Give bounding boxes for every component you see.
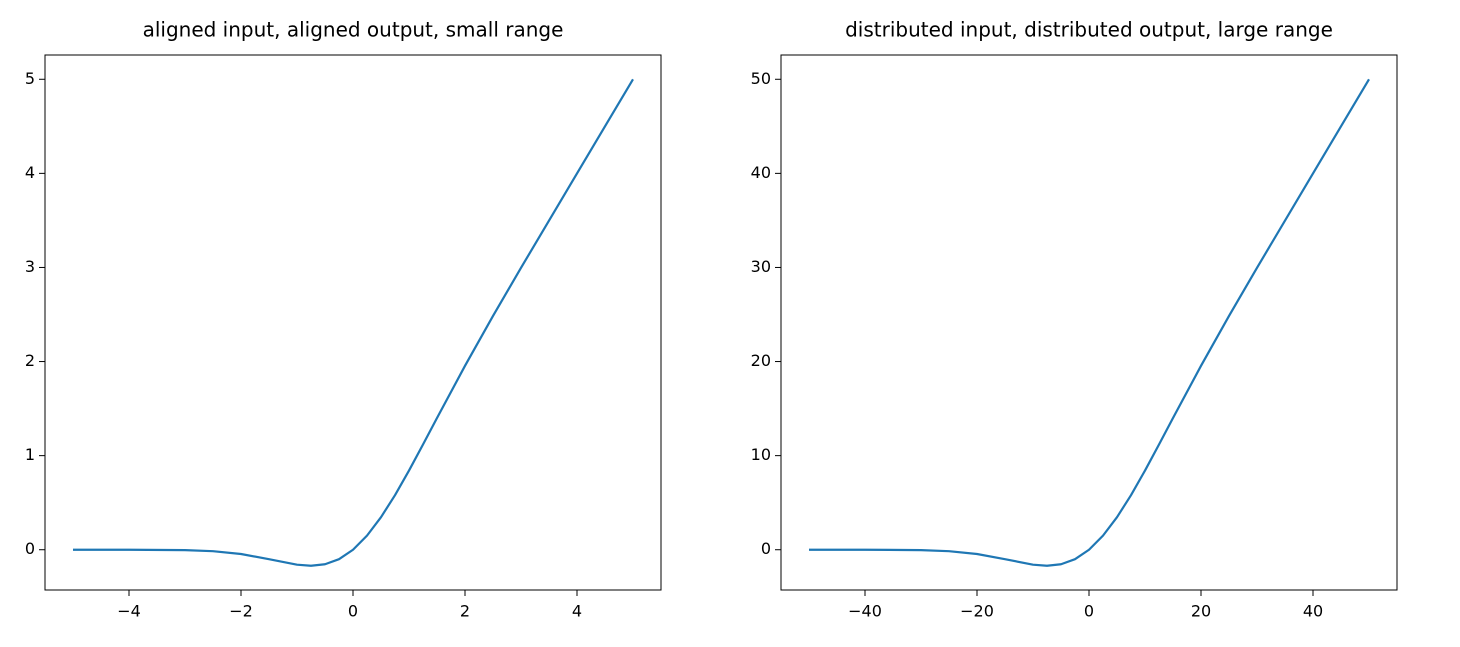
- axes-frame: [44, 54, 662, 591]
- line: [72, 78, 634, 567]
- x-tick-label: 20: [1191, 602, 1211, 621]
- x-tick-label: 2: [460, 602, 470, 621]
- x-tick-label: 40: [1303, 602, 1323, 621]
- y-tick-label: 0: [761, 539, 771, 558]
- y-tick-label: 5: [25, 69, 35, 88]
- axes-frame: [780, 54, 1398, 591]
- y-tick-label: 2: [25, 351, 35, 370]
- chart-title: aligned input, aligned output, small ran…: [143, 18, 564, 42]
- x-tick-label: −2: [229, 602, 253, 621]
- x-tick-label: 4: [572, 602, 582, 621]
- y-tick-label: 10: [751, 445, 771, 464]
- x-tick-label: 0: [348, 602, 358, 621]
- chart-title: distributed input, distributed output, l…: [845, 18, 1333, 42]
- y-tick-label: 4: [25, 163, 35, 182]
- x-tick-label: 0: [1084, 602, 1094, 621]
- x-tick-label: −4: [117, 602, 141, 621]
- y-tick-label: 3: [25, 257, 35, 276]
- y-tick-label: 30: [751, 257, 771, 276]
- line: [808, 78, 1370, 567]
- y-tick-label: 50: [751, 69, 771, 88]
- y-tick-label: 1: [25, 445, 35, 464]
- x-tick-label: −40: [848, 602, 882, 621]
- x-tick-label: −20: [960, 602, 994, 621]
- y-tick-label: 0: [25, 539, 35, 558]
- y-tick-label: 40: [751, 163, 771, 182]
- y-tick-label: 20: [751, 351, 771, 370]
